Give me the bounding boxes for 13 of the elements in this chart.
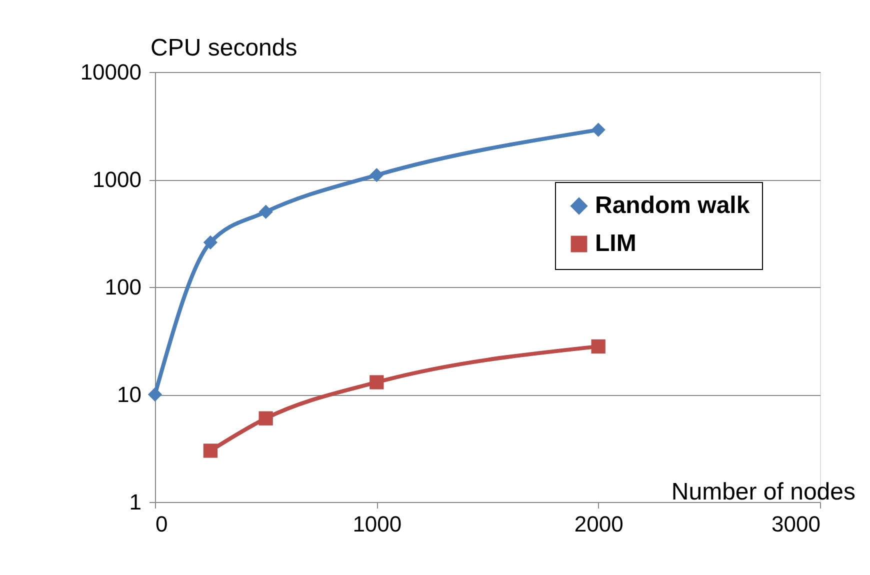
y-tick-label: 10000 xyxy=(80,60,142,84)
legend-label: LIM xyxy=(595,230,636,257)
y-tick-label: 1 xyxy=(129,490,142,514)
y-tick-label: 100 xyxy=(104,274,142,300)
x-tick-label: 1000 xyxy=(352,512,402,536)
x-axis-title: Number of nodes xyxy=(671,478,856,506)
legend-label: Random walk xyxy=(595,192,750,219)
y-tick-label: 10 xyxy=(117,382,142,407)
x-tick-label: 0 xyxy=(156,512,168,536)
x-tick-label: 2000 xyxy=(574,512,624,536)
x-tick-label: 3000 xyxy=(772,512,820,536)
y-tick-label: 1000 xyxy=(92,167,142,192)
y-axis-title: CPU seconds xyxy=(150,34,298,62)
